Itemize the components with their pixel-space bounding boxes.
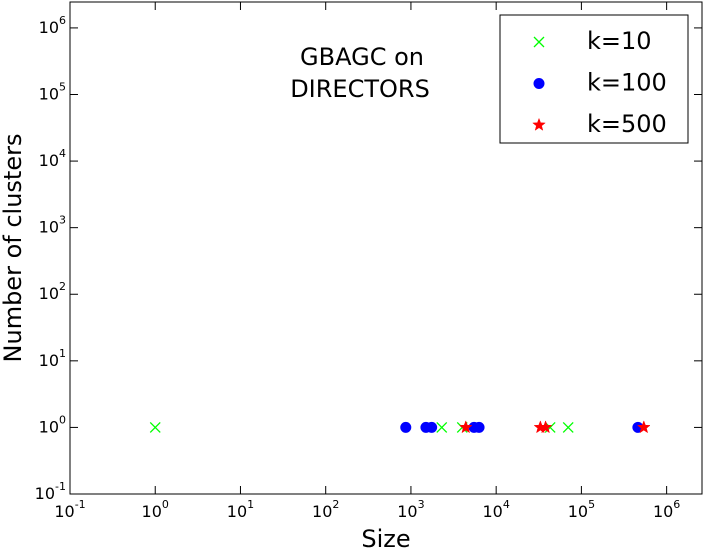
tick-label: 106 [39,14,66,37]
tick-label: 103 [397,498,424,521]
marker-star [538,420,553,434]
legend-label: k=500 [587,110,667,138]
tick-label: 10-1 [54,498,85,521]
tick-label: 105 [39,80,66,103]
plot-frame [69,1,703,495]
marker-circle [473,421,485,433]
legend-label: k=10 [587,27,652,55]
y-axis-label: Number of clusters [0,134,27,363]
tick-label: 101 [227,498,254,521]
tick-label: 10-1 [35,480,66,503]
tick-label: 102 [39,280,66,303]
legend-marker [532,117,546,131]
legend-marker [533,78,545,89]
marker-circle [426,421,438,433]
tick-label: 105 [568,498,595,521]
legend-label: k=100 [587,69,667,97]
x-axis-label: Size [361,525,410,551]
marker-star [636,420,651,434]
tick-label: 102 [312,498,339,521]
tick-label: 101 [39,347,66,370]
tick-label: 100 [39,413,66,436]
tick-label: 100 [142,498,169,521]
tick-label: 103 [39,214,66,237]
marker-star [458,420,473,434]
legend-box [499,14,689,144]
chart-title: GBAGC on [300,43,424,71]
tick-label: 104 [482,498,509,521]
chart-title: DIRECTORS [290,75,430,103]
tick-label: 104 [39,147,66,170]
tick-label: 106 [653,498,680,521]
marker-x [562,421,574,433]
marker-x [436,421,448,433]
marker-x [149,421,161,433]
legend-marker [533,36,545,48]
marker-circle [400,421,412,433]
